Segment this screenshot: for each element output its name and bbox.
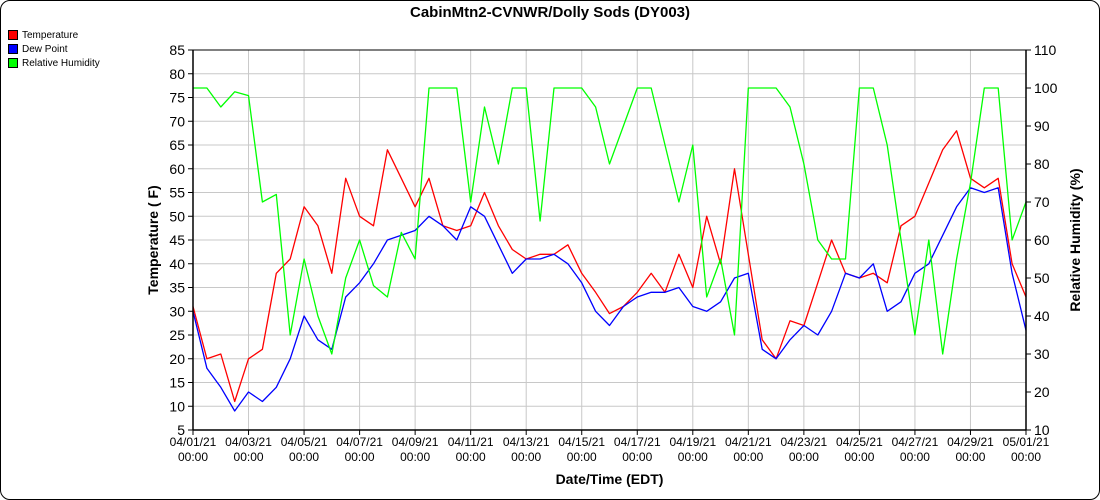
y2-tick-label: 90 [1034, 118, 1050, 134]
x-tick-label-date: 04/17/21 [614, 435, 661, 449]
x-tick-label-time: 00:00 [178, 450, 208, 464]
y-tick-label: 15 [169, 375, 185, 391]
legend-label: Dew Point [22, 43, 68, 55]
x-tick-label-date: 04/21/21 [725, 435, 772, 449]
x-tick-label-date: 04/13/21 [503, 435, 550, 449]
x-tick-label-time: 00:00 [900, 450, 930, 464]
y-tick-label: 40 [169, 256, 185, 272]
legend-label: Relative Humidity [22, 57, 100, 69]
y-tick-label: 45 [169, 232, 185, 248]
x-tick-label-time: 00:00 [511, 450, 541, 464]
x-tick-label-date: 04/01/21 [170, 435, 217, 449]
y-tick-label: 80 [169, 66, 185, 82]
y-tick-label: 65 [169, 137, 185, 153]
y-tick-label: 5 [177, 422, 185, 438]
x-tick-label-date: 04/15/21 [558, 435, 605, 449]
y2-tick-label: 10 [1034, 422, 1050, 438]
y-tick-label: 70 [169, 113, 185, 129]
legend-swatch-dew-point [8, 44, 18, 54]
y-tick-label: 55 [169, 185, 185, 201]
x-tick-label-time: 00:00 [844, 450, 874, 464]
y-tick-label: 35 [169, 280, 185, 296]
legend-label: Temperature [22, 29, 79, 41]
x-tick-label-time: 00:00 [234, 450, 264, 464]
x-tick-label-time: 00:00 [678, 450, 708, 464]
y2-tick-label: 20 [1034, 384, 1050, 400]
y-axis-title: Temperature ( F) [145, 185, 161, 294]
series-line-dew-point [192, 187, 1027, 412]
x-tick-label-time: 00:00 [789, 450, 819, 464]
y-tick-label: 30 [169, 303, 185, 319]
x-tick-label-time: 00:00 [400, 450, 430, 464]
y-tick-label: 50 [169, 208, 185, 224]
x-tick-label-time: 00:00 [456, 450, 486, 464]
x-tick-label-date: 04/19/21 [669, 435, 716, 449]
y2-tick-label: 70 [1034, 194, 1050, 210]
x-tick-label-time: 00:00 [345, 450, 375, 464]
y2-tick-label: 30 [1034, 346, 1050, 362]
y2-tick-label: 50 [1034, 270, 1050, 286]
y2-axis-title: Relative Humidity (%) [1067, 168, 1083, 311]
legend: Temperature Dew Point Relative Humidity [8, 28, 100, 70]
y-tick-label: 10 [169, 398, 185, 414]
x-tick-label-time: 00:00 [622, 450, 652, 464]
x-axis-title: Date/Time (EDT) [556, 471, 664, 487]
x-tick-label-date: 04/23/21 [781, 435, 828, 449]
chart-title: CabinMtn2-CVNWR/Dolly Sods (DY003) [409, 4, 691, 21]
x-tick-label-date: 04/25/21 [836, 435, 883, 449]
x-tick-label-time: 00:00 [1011, 450, 1041, 464]
x-tick-label-date: 04/11/21 [448, 435, 494, 449]
x-tick-label-date: 04/09/21 [392, 435, 439, 449]
x-tick-label-date: 04/03/21 [225, 435, 272, 449]
x-tick-label-time: 00:00 [733, 450, 763, 464]
y2-tick-label: 40 [1034, 308, 1050, 324]
y-tick-label: 25 [169, 327, 185, 343]
y2-tick-label: 110 [1034, 42, 1057, 58]
x-tick-label-date: 04/07/21 [336, 435, 383, 449]
x-tick-label-time: 00:00 [567, 450, 597, 464]
y-tick-label: 75 [169, 90, 185, 106]
x-tick-label-date: 04/05/21 [281, 435, 328, 449]
y-tick-label: 20 [169, 351, 185, 367]
y-tick-label: 85 [169, 42, 185, 58]
y2-tick-label: 100 [1034, 80, 1058, 96]
x-tick-label-time: 00:00 [289, 450, 319, 464]
y2-tick-label: 80 [1034, 156, 1050, 172]
legend-swatch-temperature [8, 30, 18, 40]
legend-item-relative-humidity[interactable]: Relative Humidity [8, 56, 100, 70]
y2-tick-label: 60 [1034, 232, 1050, 248]
series-line-relative-humidity [193, 87, 1027, 355]
y-tick-label: 60 [169, 161, 185, 177]
x-tick-label-time: 00:00 [955, 450, 985, 464]
series-line-temperature [192, 130, 1027, 403]
x-tick-label-date: 04/29/21 [947, 435, 994, 449]
legend-item-temperature[interactable]: Temperature [8, 28, 100, 42]
legend-item-dew-point[interactable]: Dew Point [8, 42, 100, 56]
x-tick-label-date: 05/01/21 [1003, 435, 1050, 449]
legend-swatch-relative-humidity [8, 58, 18, 68]
x-tick-label-date: 04/27/21 [892, 435, 939, 449]
